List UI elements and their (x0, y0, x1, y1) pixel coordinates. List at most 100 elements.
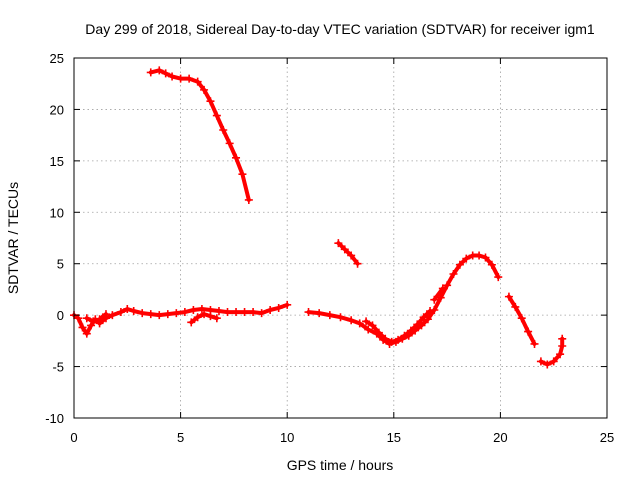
data-point (504, 292, 513, 301)
data-point (400, 331, 409, 340)
data-point (185, 74, 194, 83)
plot-frame (73, 57, 608, 419)
x-tick-label: 20 (493, 430, 507, 445)
y-tick-label: 0 (57, 308, 64, 323)
data-point (163, 310, 172, 319)
data-point (223, 308, 232, 317)
data-point (146, 68, 155, 77)
data-point (274, 303, 283, 312)
data-point (315, 309, 324, 318)
data-point (406, 326, 415, 335)
data-point (266, 306, 275, 314)
data-point (430, 306, 439, 314)
data-point (138, 309, 147, 318)
data-point (257, 309, 266, 318)
data-point (232, 308, 241, 317)
data-point (374, 328, 383, 337)
x-tick-label: 15 (387, 430, 401, 445)
data-point (558, 342, 567, 350)
data-points (70, 66, 567, 369)
data-point (304, 308, 313, 317)
data-point (240, 308, 249, 317)
data-point (168, 72, 177, 81)
series-trace-arc-5 (306, 253, 501, 346)
data-point (193, 313, 202, 322)
data-point (219, 126, 228, 134)
data-point (116, 308, 125, 317)
x-axis-label: GPS time / hours (287, 457, 394, 473)
data-point (200, 310, 209, 319)
data-point (146, 310, 155, 319)
y-tick-label: 10 (50, 205, 64, 220)
series-trace-arc-8 (432, 286, 445, 302)
data-point (87, 321, 96, 330)
chart-title: Day 299 of 2018, Sidereal Day-to-day VTE… (85, 21, 595, 37)
data-point (78, 323, 87, 332)
data-point (108, 311, 117, 320)
data-point (200, 85, 209, 94)
data-point (212, 111, 221, 120)
y-tick-label: -5 (52, 360, 64, 375)
y-tick-label: -10 (45, 411, 64, 426)
data-point (129, 307, 138, 316)
data-point (364, 325, 373, 334)
series-trace-arc-2 (84, 312, 108, 324)
data-point (249, 308, 258, 317)
data-point (394, 335, 403, 344)
data-point (353, 259, 362, 268)
data-point (558, 334, 567, 343)
data-point (155, 66, 164, 75)
data-point (511, 302, 520, 311)
x-tick-label: 25 (600, 430, 614, 445)
data-point (417, 321, 426, 330)
data-point (455, 260, 464, 269)
data-point (214, 307, 223, 316)
data-point (462, 254, 471, 263)
data-point (325, 311, 334, 320)
data-point (347, 316, 356, 325)
y-tick-label: 20 (50, 102, 64, 117)
x-tick-label: 5 (177, 430, 184, 445)
data-point (430, 295, 439, 304)
data-point (155, 311, 164, 320)
data-point (443, 281, 452, 290)
data-point (494, 273, 503, 282)
y-tick-label: 15 (50, 154, 64, 169)
series-trace-arc-4 (148, 68, 251, 202)
data-point (187, 318, 196, 327)
data-point (556, 350, 565, 359)
data-point (487, 260, 496, 269)
data-point (82, 329, 91, 338)
data-point (172, 309, 181, 318)
axis-ticks: 0 5 10 15 20 25 -10 -5 0 5 10 15 20 25 (45, 51, 614, 445)
data-point (423, 315, 432, 324)
data-point (238, 170, 247, 179)
data-point (536, 357, 545, 366)
data-point (475, 251, 484, 260)
data-point (517, 314, 526, 323)
series-trace-arc-7 (336, 241, 360, 266)
data-point (368, 321, 377, 330)
data-point (161, 69, 170, 78)
x-tick-label: 10 (280, 430, 294, 445)
data-point (340, 245, 349, 254)
data-point (232, 153, 241, 162)
data-point (549, 357, 558, 366)
data-point (212, 314, 221, 323)
data-point (197, 304, 206, 313)
data-point (283, 300, 292, 309)
data-point (95, 315, 104, 324)
data-point (82, 314, 91, 323)
data-point (530, 339, 539, 348)
data-point (347, 251, 356, 260)
data-point (206, 312, 215, 321)
data-point (481, 253, 490, 262)
data-point (438, 284, 447, 293)
data-point (334, 239, 343, 248)
grid-lines (74, 58, 607, 418)
data-point (89, 317, 98, 326)
data-point (413, 320, 422, 329)
y-tick-label: 5 (57, 257, 64, 272)
data-point (193, 77, 202, 86)
data-point (426, 307, 435, 316)
